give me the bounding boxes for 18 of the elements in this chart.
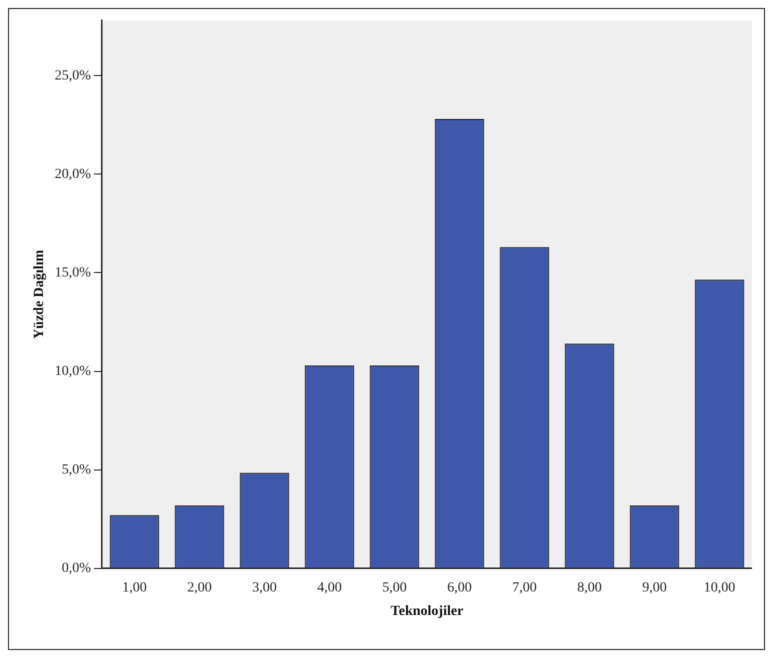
y-axis-title: Yüzde Dağılım [32, 250, 48, 339]
x-tick-label: 6,00 [447, 580, 472, 596]
y-tick-label: 25,0% [54, 68, 92, 84]
y-tick-label: 20,0% [54, 166, 92, 182]
x-tick-label: 9,00 [642, 580, 667, 596]
x-tick-label: 3,00 [252, 580, 277, 596]
x-tick-label: 8,00 [577, 580, 602, 596]
x-tick-label: 10,00 [704, 580, 736, 596]
x-tick-label: 1,00 [122, 580, 147, 596]
x-tick-label: 5,00 [382, 580, 407, 596]
y-tick-label: 15,0% [54, 265, 92, 280]
x-axis-title: Teknolojiler [390, 604, 464, 620]
y-tick-label: 5,0% [62, 462, 92, 478]
y-tick-label: 10,0% [54, 364, 92, 379]
x-tick-label: 7,00 [512, 580, 537, 596]
x-tick-label: 4,00 [317, 580, 342, 596]
y-tick-label: 0,0% [62, 561, 92, 576]
x-tick-label: 2,00 [187, 580, 212, 596]
